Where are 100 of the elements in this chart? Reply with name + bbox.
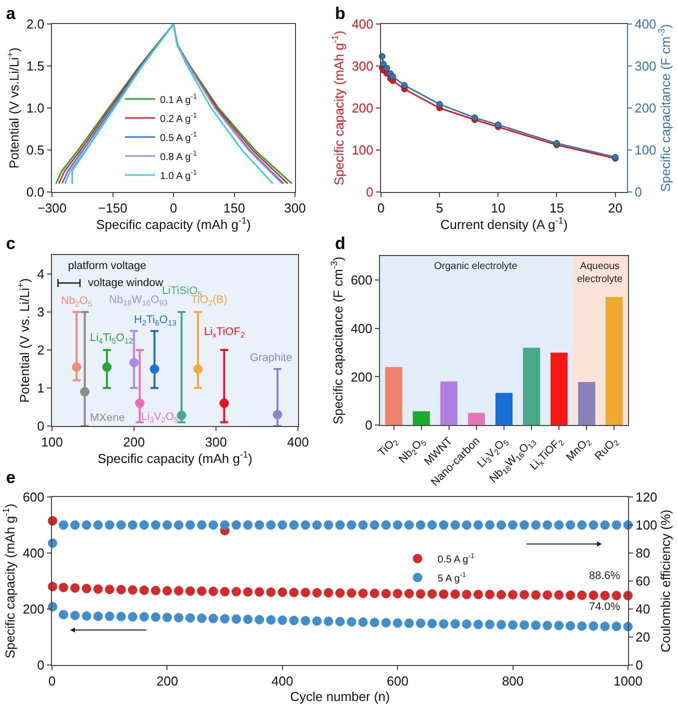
point [150,520,160,530]
point [577,590,587,600]
legend-label: 5 A g$^{-1}$ [438,572,466,584]
point [416,618,426,628]
point [266,520,276,530]
point [520,620,530,630]
point [401,82,408,89]
point [300,520,310,530]
point [162,520,172,530]
chart-title: c [6,234,16,253]
point [450,619,460,629]
point [358,588,368,598]
point [358,520,368,530]
point [162,612,172,622]
y2-tick-label: 60 [636,574,650,589]
point [462,520,472,530]
point [278,587,288,597]
point [174,520,184,530]
point [312,588,322,598]
bar [440,382,458,425]
x-tick-label: 20 [608,200,623,216]
y-tick-label: 2 [37,342,44,358]
point [485,590,495,600]
point [346,617,356,627]
point [324,520,334,530]
point [531,620,541,630]
point [438,619,448,629]
point [300,588,310,598]
point [381,588,391,598]
x-tick-label: 300 [205,434,227,450]
bar [468,412,485,425]
point [566,621,576,631]
x-axis-title: Specific capacity (mAh g$^{-1}$) [98,450,252,466]
chart-title: d [335,234,346,253]
band-label: Organic electrolyte [434,261,518,272]
bar [495,392,513,425]
point [208,614,218,624]
point [58,582,68,592]
point [243,520,253,530]
point [174,612,184,622]
point [289,520,299,530]
point [531,590,541,600]
point [134,398,144,408]
series-label: Li$_{3}$V$_{2}$O$_{5}$ [141,411,178,424]
point [185,613,195,623]
y2-tick-label: 400 [634,16,656,32]
y2-tick-label: 20 [636,630,650,645]
point [612,590,622,600]
point [82,611,92,621]
legend-label: 0.8 A g$^{-1}$ [160,150,197,163]
point [554,590,564,600]
x-tick-label: 300 [284,200,306,216]
point [324,588,334,598]
point [197,613,207,623]
point [289,588,299,598]
x-tick-label: 15 [549,200,564,216]
point [346,520,356,530]
point [370,618,380,628]
point [104,520,114,530]
text: Li$_{4}$Ti$_{5}$O$_{12}$ [90,332,134,346]
y-tick-label: 400 [22,546,44,561]
point [174,586,184,596]
y2-tick-label: 300 [634,58,656,74]
point [93,520,103,530]
y-tick-label: 0.0 [26,184,44,200]
annotation: 74.0% [589,601,620,613]
point [185,520,195,530]
point [93,584,103,594]
point [577,621,587,631]
bar [385,367,402,425]
x-axis-title: Cycle number (n) [290,689,390,704]
point [70,583,80,593]
point [116,520,126,530]
band-label: Aqueous electrolyte [577,261,624,285]
point [116,612,126,622]
point [208,586,218,596]
point [243,587,253,597]
legend-label: 0.5 A g$^{-1}$ [160,132,197,144]
y2-axis-title: Coulombic efficiency (%) [658,510,673,652]
point [335,588,345,598]
point [370,520,380,530]
point [462,619,472,629]
chart-title: a [6,4,16,23]
y-tick-label: 0.5 [26,142,44,158]
point [600,520,610,530]
y-tick-label: 0 [37,658,44,673]
point [392,618,402,628]
point [508,620,518,630]
legend-label: 0.2 A g$^{-1}$ [160,112,197,125]
point [128,520,138,530]
x-tick-label: 1000 [614,674,642,689]
point [471,114,478,121]
point [600,590,610,600]
point [392,520,402,530]
point [436,100,443,108]
y-tick-label: 200 [352,100,374,116]
y-tick-label: 600 [22,490,44,505]
point [438,589,448,599]
point [197,520,207,530]
point [566,520,576,530]
